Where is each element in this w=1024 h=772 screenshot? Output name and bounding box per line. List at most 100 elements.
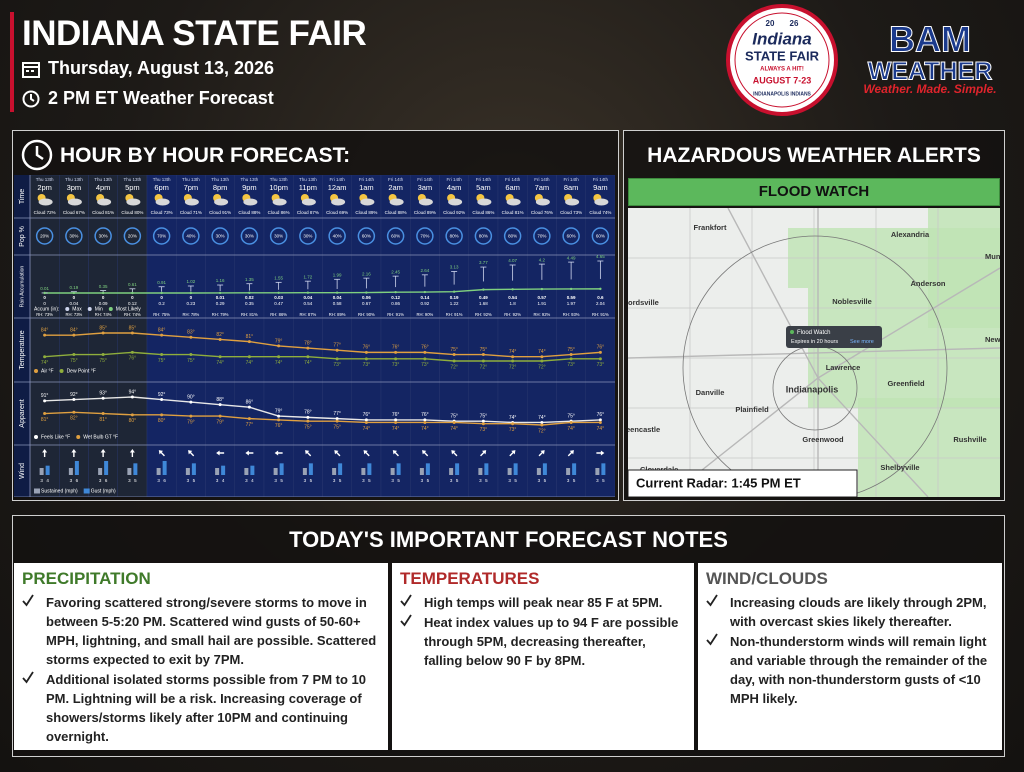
rain-likely-label: 0 <box>131 295 134 300</box>
gust-bar <box>425 463 430 475</box>
sustained-bar <box>39 468 44 475</box>
pop-ring <box>328 227 346 245</box>
column-bg <box>293 175 323 497</box>
day-label: Thu 13th <box>153 177 171 182</box>
dew-point-point <box>569 357 573 361</box>
air-temp-label: 84° <box>158 327 166 333</box>
feels-like-point <box>101 396 105 400</box>
dew-point-label: 72° <box>480 364 488 370</box>
subtitle: 2 PM ET Weather Forecast <box>48 88 274 108</box>
row-label: Rain Accumulation <box>19 266 25 308</box>
rh-label: RH: 81% <box>241 312 258 317</box>
cloud-icon <box>448 198 463 206</box>
sustained-bar <box>507 468 512 475</box>
wet-bulb-label: 74° <box>597 426 605 432</box>
day-label: Thu 13th <box>211 177 229 182</box>
note-heading: TEMPERATURES <box>400 569 540 588</box>
legend-swatch <box>59 369 64 373</box>
map-label: Indianapolis <box>786 384 839 394</box>
rain-likely-dot <box>101 291 105 295</box>
dew-point-label: 73° <box>392 362 400 368</box>
cloud-icon <box>155 198 170 206</box>
bam-text: BAM <box>889 19 971 60</box>
wind-arrow-shape <box>158 450 165 457</box>
column-bg <box>439 175 469 497</box>
wind-arrow <box>509 450 516 457</box>
subtitle-line: 2 PM ET Weather Forecast <box>22 88 274 109</box>
dew-point-point <box>394 357 398 361</box>
dew-point-point <box>160 353 164 357</box>
pop-ring <box>299 227 317 245</box>
rain-min-label: 0.67 <box>362 301 371 306</box>
gust-label: 5 <box>602 478 605 483</box>
note-item: Increasing clouds are likely through 2PM… <box>706 593 994 631</box>
clock-icon <box>21 139 53 171</box>
wind-arrow <box>596 450 605 456</box>
sustained-bar <box>536 468 541 475</box>
sustained-label: 3 <box>596 478 599 483</box>
rain-likely-dot <box>218 291 222 295</box>
cloud-icon <box>506 198 521 206</box>
legend-label: Air °F <box>41 368 54 374</box>
pop-label: 60% <box>596 234 605 239</box>
feels-like-point <box>481 419 485 423</box>
rain-min-label: 2.04 <box>596 301 605 306</box>
wet-bulb-label: 74° <box>450 426 458 432</box>
rain-likely-line <box>44 288 601 294</box>
wet-bulb-point <box>511 422 515 426</box>
gust-label: 5 <box>544 478 547 483</box>
rain-likely-label: 0.01 <box>216 295 225 300</box>
cloud-label: Cloud 69% <box>326 210 348 215</box>
gust-label: 5 <box>339 478 342 483</box>
pop-ring <box>240 227 259 245</box>
rain-likely-label: 0.49 <box>479 295 488 300</box>
clock-icon <box>22 90 40 107</box>
wind-arrow <box>363 450 370 457</box>
gust-bar <box>542 463 547 475</box>
feels-like-label: 75° <box>450 414 458 420</box>
panel-title: HAZARDOUS WEATHER ALERTS <box>647 144 981 167</box>
dew-point-label: 72° <box>538 364 546 370</box>
gust-bar <box>484 463 489 475</box>
dew-point-label: 73° <box>567 362 575 368</box>
rain-min-label: 1.68 <box>479 301 488 306</box>
date-line: Thursday, August 13, 2026 <box>22 58 274 79</box>
dew-point-label: 75° <box>187 358 195 364</box>
pop-ring <box>65 227 83 245</box>
wet-bulb-point <box>598 420 602 424</box>
legend-swatch <box>65 307 70 311</box>
gust-bar <box>396 463 401 475</box>
dew-point-point <box>218 355 222 359</box>
pop-label: 80% <box>450 234 459 239</box>
rain-max-label: 1.55 <box>274 276 283 281</box>
rh-label: RH: 91% <box>446 312 463 317</box>
radar-range <box>682 235 948 497</box>
gust-label: 4 <box>251 478 254 483</box>
pop-ring <box>182 227 200 245</box>
pop-label: 40% <box>186 234 195 239</box>
popup-link[interactable]: See more <box>850 339 874 345</box>
rain-min-label: 1.97 <box>567 301 576 306</box>
pop-ring <box>94 227 112 245</box>
fair-name: Indiana <box>752 29 812 48</box>
map-label: Mun <box>985 252 1000 261</box>
air-temp-label: 78° <box>304 340 312 346</box>
note-text: Favoring scattered strong/severe storms … <box>46 595 377 667</box>
map-label: Greenfield <box>887 379 925 388</box>
cloud-label: Cloud 81% <box>502 210 524 215</box>
hour-label: 4pm <box>96 183 111 192</box>
rain-max-label: 0.01 <box>40 286 49 291</box>
wind-arrow-shape <box>596 450 605 456</box>
rain-likely-label: 0.14 <box>420 295 429 300</box>
wet-bulb-label: 73° <box>480 427 488 433</box>
pop-label: 30% <box>216 234 225 239</box>
rain-max-label: 3.77 <box>479 260 488 265</box>
rain-likely-dot <box>394 290 397 294</box>
sustained-bar <box>390 468 395 475</box>
cloud-icon <box>418 198 433 206</box>
pop-label: 30% <box>303 234 312 239</box>
rh-label: RH: 93% <box>563 312 580 317</box>
air-temp-point <box>101 331 105 335</box>
feels-like-point <box>423 418 427 422</box>
map-label: Greenwood <box>802 435 844 444</box>
